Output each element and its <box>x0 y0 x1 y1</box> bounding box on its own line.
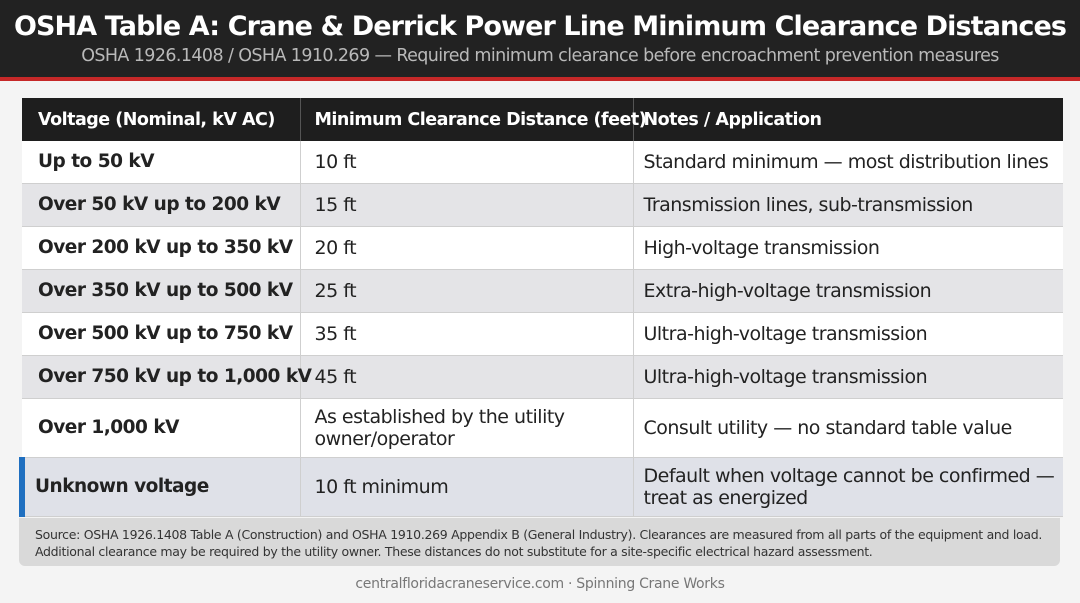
clearance-cell: 15 ft <box>300 183 634 227</box>
clearance-table-container: Voltage (Nominal, kV AC) Minimum Clearan… <box>19 98 1063 517</box>
table-row: Over 750 kV up to 1,000 kV 45 ft Ultra-h… <box>22 355 1063 399</box>
voltage-cell: Over 50 kV up to 200 kV <box>22 183 301 227</box>
notes-cell: Extra-high-voltage transmission <box>633 269 1063 313</box>
table-header-row: Voltage (Nominal, kV AC) Minimum Clearan… <box>22 98 1063 141</box>
table-row: Over 1,000 kV As established by the util… <box>22 398 1063 458</box>
column-header-voltage: Voltage (Nominal, kV AC) <box>22 98 301 141</box>
table-row: Over 500 kV up to 750 kV 35 ft Ultra-hig… <box>22 312 1063 356</box>
clearance-cell: 45 ft <box>300 355 634 399</box>
notes-cell: Transmission lines, sub-transmission <box>633 183 1063 227</box>
table-row-highlighted: Unknown voltage 10 ft minimum Default wh… <box>19 457 1063 517</box>
voltage-cell: Over 350 kV up to 500 kV <box>22 269 301 313</box>
title-banner: OSHA Table A: Crane & Derrick Power Line… <box>0 0 1080 81</box>
clearance-cell: 35 ft <box>300 312 634 356</box>
page-subtitle: OSHA 1926.1408 / OSHA 1910.269 — Require… <box>81 46 999 66</box>
source-footnote: Source: OSHA 1926.1408 Table A (Construc… <box>19 518 1060 566</box>
table-row: Up to 50 kV 10 ft Standard minimum — mos… <box>22 141 1063 184</box>
voltage-cell: Over 500 kV up to 750 kV <box>22 312 301 356</box>
notes-cell: Ultra-high-voltage transmission <box>633 312 1063 356</box>
site-credit: centralfloridacraneservice.com · Spinnin… <box>355 576 725 592</box>
clearance-cell: As established by the utility owner/oper… <box>300 398 634 458</box>
voltage-cell: Unknown voltage <box>19 457 301 517</box>
voltage-cell: Over 750 kV up to 1,000 kV <box>22 355 312 399</box>
notes-cell: High-voltage transmission <box>633 226 1063 270</box>
clearance-cell: 10 ft <box>300 141 634 184</box>
voltage-cell: Over 1,000 kV <box>22 398 301 458</box>
column-header-clearance: Minimum Clearance Distance (feet) <box>300 98 647 141</box>
clearance-table: Voltage (Nominal, kV AC) Minimum Clearan… <box>19 98 1063 517</box>
notes-cell: Consult utility — no standard table valu… <box>633 398 1063 458</box>
table-row: Over 50 kV up to 200 kV 15 ft Transmissi… <box>22 183 1063 227</box>
clearance-cell: 20 ft <box>300 226 634 270</box>
clearance-cell: 25 ft <box>300 269 634 313</box>
table-row: Over 350 kV up to 500 kV 25 ft Extra-hig… <box>22 269 1063 313</box>
table-row: Over 200 kV up to 350 kV 20 ft High-volt… <box>22 226 1063 270</box>
column-header-notes: Notes / Application <box>633 98 1063 141</box>
voltage-cell: Over 200 kV up to 350 kV <box>22 226 301 270</box>
notes-cell: Standard minimum — most distribution lin… <box>633 141 1063 184</box>
voltage-cell: Up to 50 kV <box>22 141 301 184</box>
clearance-cell: 10 ft minimum <box>300 457 634 517</box>
notes-cell: Ultra-high-voltage transmission <box>633 355 1063 399</box>
page-title: OSHA Table A: Crane & Derrick Power Line… <box>13 11 1067 42</box>
notes-cell: Default when voltage cannot be confirmed… <box>633 457 1063 517</box>
